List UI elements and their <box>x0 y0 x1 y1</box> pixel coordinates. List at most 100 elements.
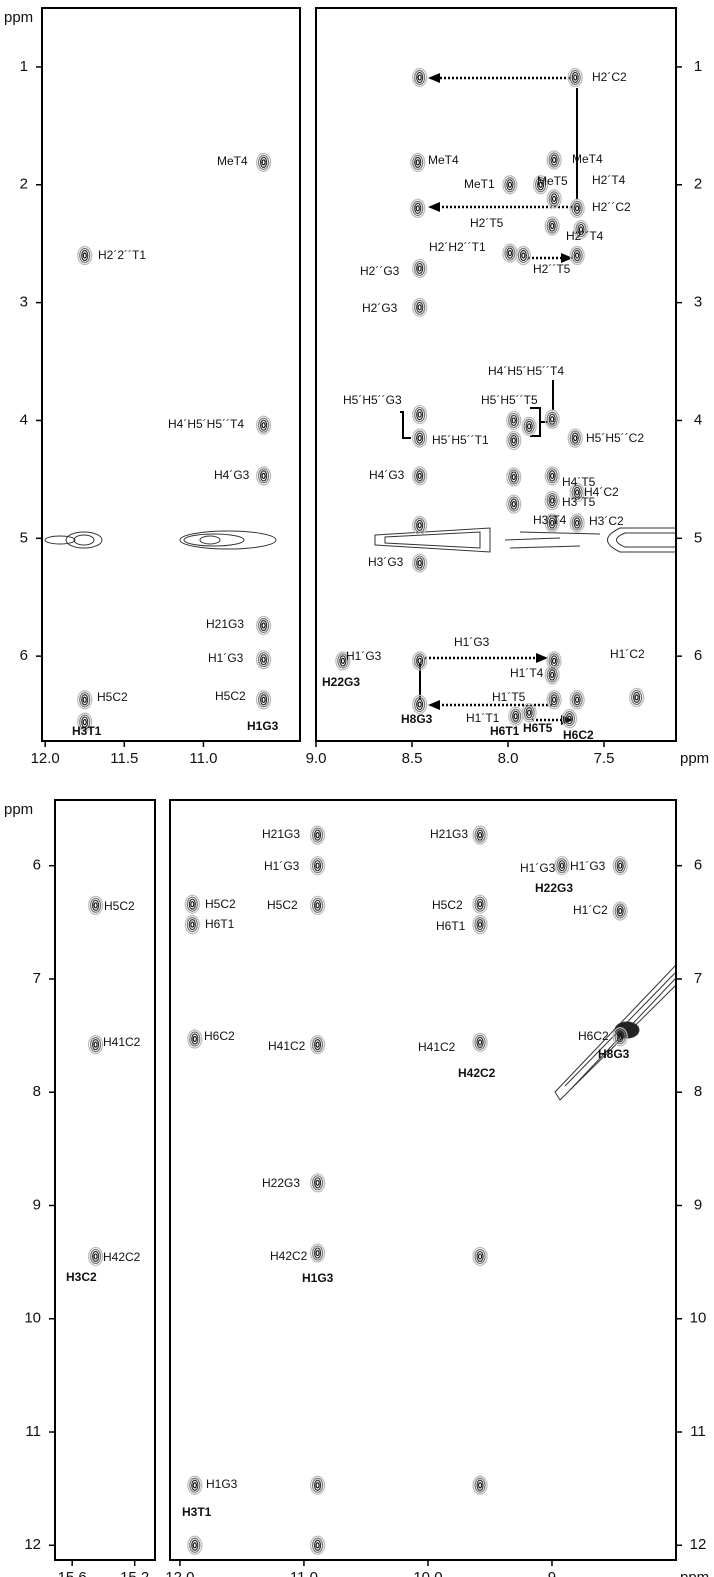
peak-label: H41C2 <box>103 1035 141 1049</box>
peak <box>612 856 628 876</box>
contour <box>556 858 568 874</box>
contour <box>472 825 488 845</box>
x-tick-label: 12.0 <box>31 750 60 767</box>
peak-label: MeT1 <box>464 177 495 191</box>
peak-label: H5´H5´´T5 <box>481 393 538 407</box>
contour <box>571 692 583 708</box>
contour <box>546 189 562 209</box>
peak-label: H21G3 <box>206 617 244 631</box>
contour <box>410 198 426 218</box>
contour <box>573 486 581 498</box>
peak <box>412 428 428 448</box>
contour <box>633 691 641 703</box>
y-tick-label: 2 <box>20 176 28 193</box>
peak <box>309 825 326 845</box>
contour <box>546 690 562 710</box>
panel-frame <box>54 799 156 1561</box>
peak-label: H8G3 <box>401 712 433 726</box>
peak-label: H1´T5 <box>492 690 526 704</box>
peak-label: H4´H5´H5´´T4 <box>168 417 244 431</box>
contour <box>191 1033 199 1045</box>
contour <box>255 152 272 172</box>
contour <box>259 470 268 482</box>
contour <box>416 71 424 84</box>
contour <box>410 152 426 172</box>
peak-label: H3´T5 <box>562 495 596 509</box>
peak-label: H41C2 <box>268 1039 306 1053</box>
peak-label: H4´H5´H5´´T4 <box>488 364 564 378</box>
peak <box>472 825 488 845</box>
peak <box>629 687 645 707</box>
contour <box>571 200 583 216</box>
contour <box>567 67 583 88</box>
peak-label: H4´G3 <box>214 468 250 482</box>
contour <box>506 247 514 259</box>
contour <box>618 1033 623 1040</box>
y-tick-label: 9 <box>694 1196 702 1213</box>
contour <box>417 472 422 479</box>
x-tick-label: 10.0 <box>413 1569 442 1577</box>
contour <box>309 1475 326 1495</box>
peak-label: H5C2 <box>215 689 246 703</box>
panel-frame <box>41 7 301 742</box>
panel-frame <box>169 799 677 1561</box>
contour <box>546 492 558 509</box>
contour <box>544 216 560 236</box>
peak-label: H1´C2 <box>573 903 608 917</box>
peak <box>508 706 524 726</box>
contour <box>474 916 486 933</box>
y-tick-label: 12 <box>690 1536 707 1553</box>
contour <box>414 406 426 423</box>
contour <box>309 1243 326 1263</box>
peak <box>88 1246 104 1267</box>
peak <box>515 245 531 266</box>
contour <box>476 1036 484 1048</box>
contour <box>90 1248 102 1265</box>
contour <box>506 430 522 451</box>
contour <box>544 490 560 511</box>
contour <box>257 692 270 708</box>
contour <box>510 708 522 724</box>
contour <box>191 1479 199 1491</box>
contour <box>192 1035 197 1043</box>
contour <box>571 71 579 84</box>
contour <box>629 687 645 707</box>
y-tick-label: 10 <box>690 1310 707 1327</box>
peak-label: H5C2 <box>267 898 298 912</box>
contour <box>614 1029 626 1045</box>
contour <box>311 858 324 874</box>
peak-label: H22G3 <box>262 1176 300 1190</box>
contour <box>82 719 87 726</box>
x-tick-label: 9.0 <box>306 750 327 767</box>
contour <box>546 515 558 531</box>
contour <box>77 712 93 732</box>
contour <box>527 709 532 716</box>
contour <box>414 69 426 86</box>
peak-label: H2´C2 <box>592 70 627 84</box>
contour <box>259 654 268 666</box>
contour <box>191 1539 199 1551</box>
contour <box>416 655 424 667</box>
contour <box>412 297 428 317</box>
peak <box>309 1243 326 1263</box>
contour <box>519 249 527 262</box>
peak <box>506 430 522 451</box>
contour <box>311 897 324 913</box>
contour <box>571 515 583 531</box>
contour <box>569 513 585 533</box>
peak-label: H6T1 <box>490 724 520 738</box>
y-axis-label: ppm <box>4 9 33 26</box>
peak <box>569 245 585 266</box>
y-tick-label: 8 <box>33 1083 41 1100</box>
peak-label: H6C2 <box>204 1029 235 1043</box>
contour <box>93 1253 98 1260</box>
y-tick-label: 1 <box>694 58 702 75</box>
contour <box>569 198 585 218</box>
x-tick-label: 15.2 <box>120 1569 149 1577</box>
peak-label: MeT4 <box>428 153 459 167</box>
peak-label: H2´T5 <box>470 216 504 230</box>
contour <box>548 413 556 425</box>
peak-label: H3´G3 <box>368 555 404 569</box>
contour <box>513 713 518 720</box>
peak-label: H4´G3 <box>369 468 405 482</box>
